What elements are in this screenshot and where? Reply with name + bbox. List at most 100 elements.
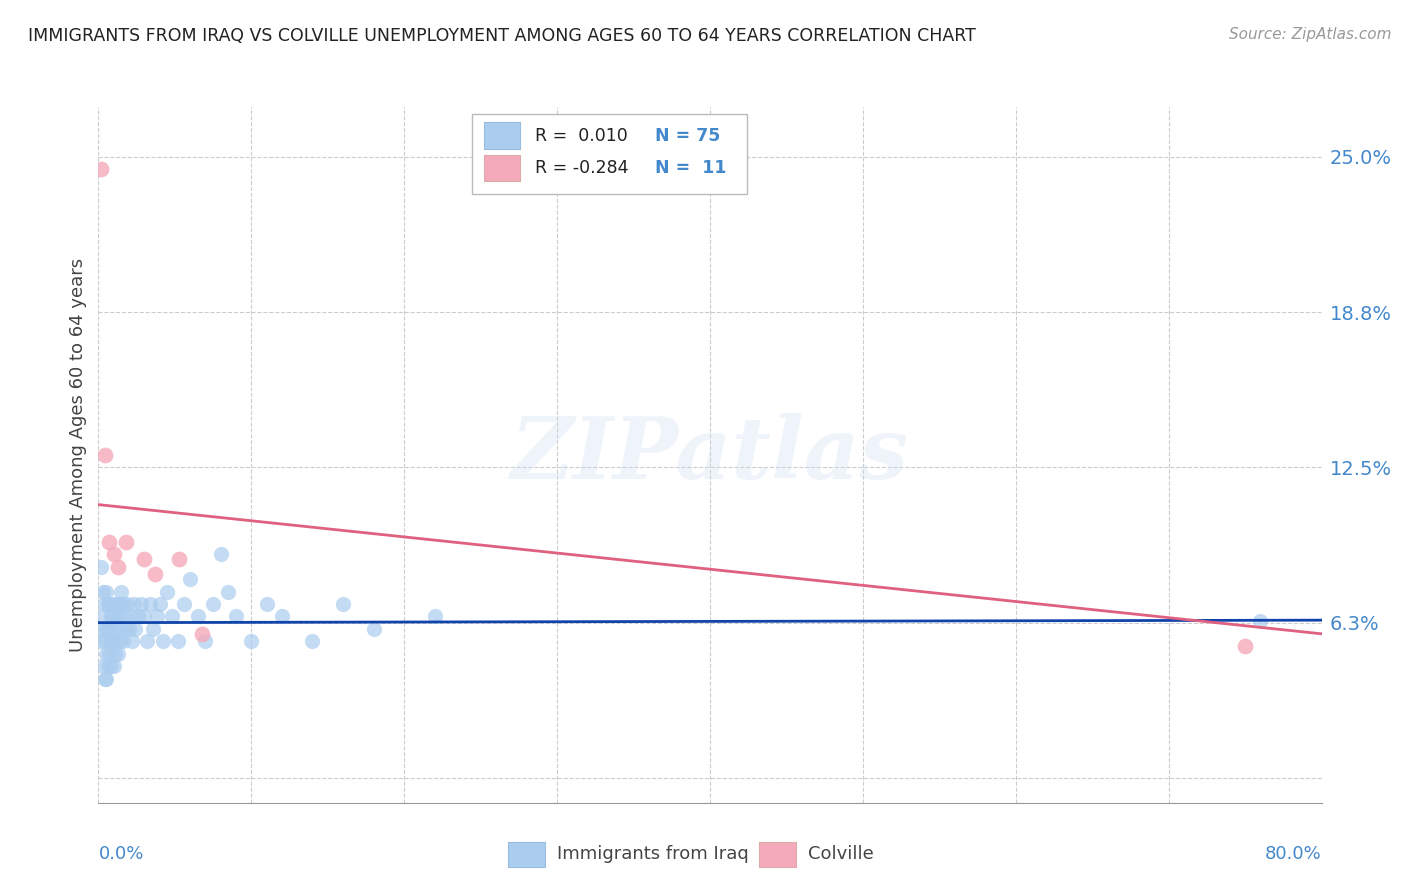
Point — [118, 622, 141, 636]
Point — [91, 659, 114, 673]
Point — [101, 609, 124, 624]
Point — [115, 534, 138, 549]
Text: N =  11: N = 11 — [655, 160, 727, 178]
Point — [179, 572, 201, 586]
Point — [301, 634, 323, 648]
Point — [94, 672, 117, 686]
Point — [194, 634, 217, 648]
FancyBboxPatch shape — [484, 155, 520, 181]
Point — [97, 659, 120, 673]
Text: R =  0.010: R = 0.010 — [536, 127, 628, 145]
Point — [108, 634, 131, 648]
Point — [127, 609, 149, 624]
Point — [94, 647, 117, 661]
Point — [98, 597, 121, 611]
Point — [98, 534, 121, 549]
Point — [101, 634, 124, 648]
Point — [90, 559, 112, 574]
FancyBboxPatch shape — [508, 842, 546, 867]
Point — [112, 609, 135, 624]
Point — [270, 609, 292, 624]
Point — [90, 162, 112, 177]
Point — [91, 622, 114, 636]
Point — [167, 634, 190, 648]
Point — [143, 567, 166, 582]
Point — [122, 597, 145, 611]
Point — [225, 609, 247, 624]
Point — [217, 584, 239, 599]
Point — [100, 609, 122, 624]
Point — [209, 547, 232, 561]
Point — [98, 647, 121, 661]
Text: Immigrants from Iraq: Immigrants from Iraq — [557, 846, 749, 863]
Point — [107, 609, 129, 624]
Point — [104, 647, 127, 661]
Point — [129, 597, 152, 611]
Point — [105, 597, 128, 611]
Point — [142, 622, 165, 636]
Text: 0.0%: 0.0% — [98, 845, 143, 863]
Point — [152, 634, 174, 648]
Text: N = 75: N = 75 — [655, 127, 720, 145]
Point — [202, 597, 225, 611]
Point — [103, 659, 125, 673]
FancyBboxPatch shape — [759, 842, 796, 867]
Point — [110, 584, 132, 599]
Point — [256, 597, 278, 611]
Point — [103, 547, 125, 561]
Point — [363, 622, 385, 636]
Point — [103, 622, 125, 636]
Point — [94, 584, 117, 599]
Point — [240, 634, 263, 648]
Point — [93, 672, 115, 686]
Y-axis label: Unemployment Among Ages 60 to 64 years: Unemployment Among Ages 60 to 64 years — [69, 258, 87, 652]
Point — [90, 634, 112, 648]
Point — [93, 448, 115, 462]
Point — [100, 659, 122, 673]
Point — [136, 634, 159, 648]
Point — [134, 609, 156, 624]
Point — [91, 584, 114, 599]
Point — [173, 597, 195, 611]
Point — [191, 627, 214, 641]
Point — [117, 597, 139, 611]
Point — [93, 597, 115, 611]
Text: IMMIGRANTS FROM IRAQ VS COLVILLE UNEMPLOYMENT AMONG AGES 60 TO 64 YEARS CORRELAT: IMMIGRANTS FROM IRAQ VS COLVILLE UNEMPLO… — [28, 27, 976, 45]
Text: Colville: Colville — [808, 846, 873, 863]
Text: 80.0%: 80.0% — [1265, 845, 1322, 863]
Point — [145, 609, 167, 624]
Point — [160, 609, 183, 624]
Point — [93, 634, 115, 648]
Point — [107, 647, 129, 661]
Point — [97, 597, 120, 611]
Point — [121, 634, 143, 648]
Point — [98, 622, 121, 636]
Point — [156, 584, 179, 599]
Point — [103, 597, 125, 611]
Text: R = -0.284: R = -0.284 — [536, 160, 628, 178]
Point — [1249, 615, 1271, 629]
Point — [94, 622, 117, 636]
Point — [108, 597, 131, 611]
Point — [111, 597, 134, 611]
Point — [149, 597, 172, 611]
Point — [104, 609, 127, 624]
Point — [105, 634, 128, 648]
Point — [111, 634, 134, 648]
Point — [110, 622, 132, 636]
Point — [423, 609, 446, 624]
Point — [89, 609, 111, 624]
Point — [124, 622, 146, 636]
FancyBboxPatch shape — [471, 114, 747, 194]
Point — [115, 622, 138, 636]
Point — [100, 634, 122, 648]
Point — [139, 597, 162, 611]
Point — [107, 559, 129, 574]
Point — [1234, 639, 1257, 653]
Point — [169, 552, 191, 566]
Text: Source: ZipAtlas.com: Source: ZipAtlas.com — [1229, 27, 1392, 42]
Point — [97, 622, 120, 636]
FancyBboxPatch shape — [484, 122, 520, 149]
Point — [187, 609, 209, 624]
Point — [120, 609, 142, 624]
